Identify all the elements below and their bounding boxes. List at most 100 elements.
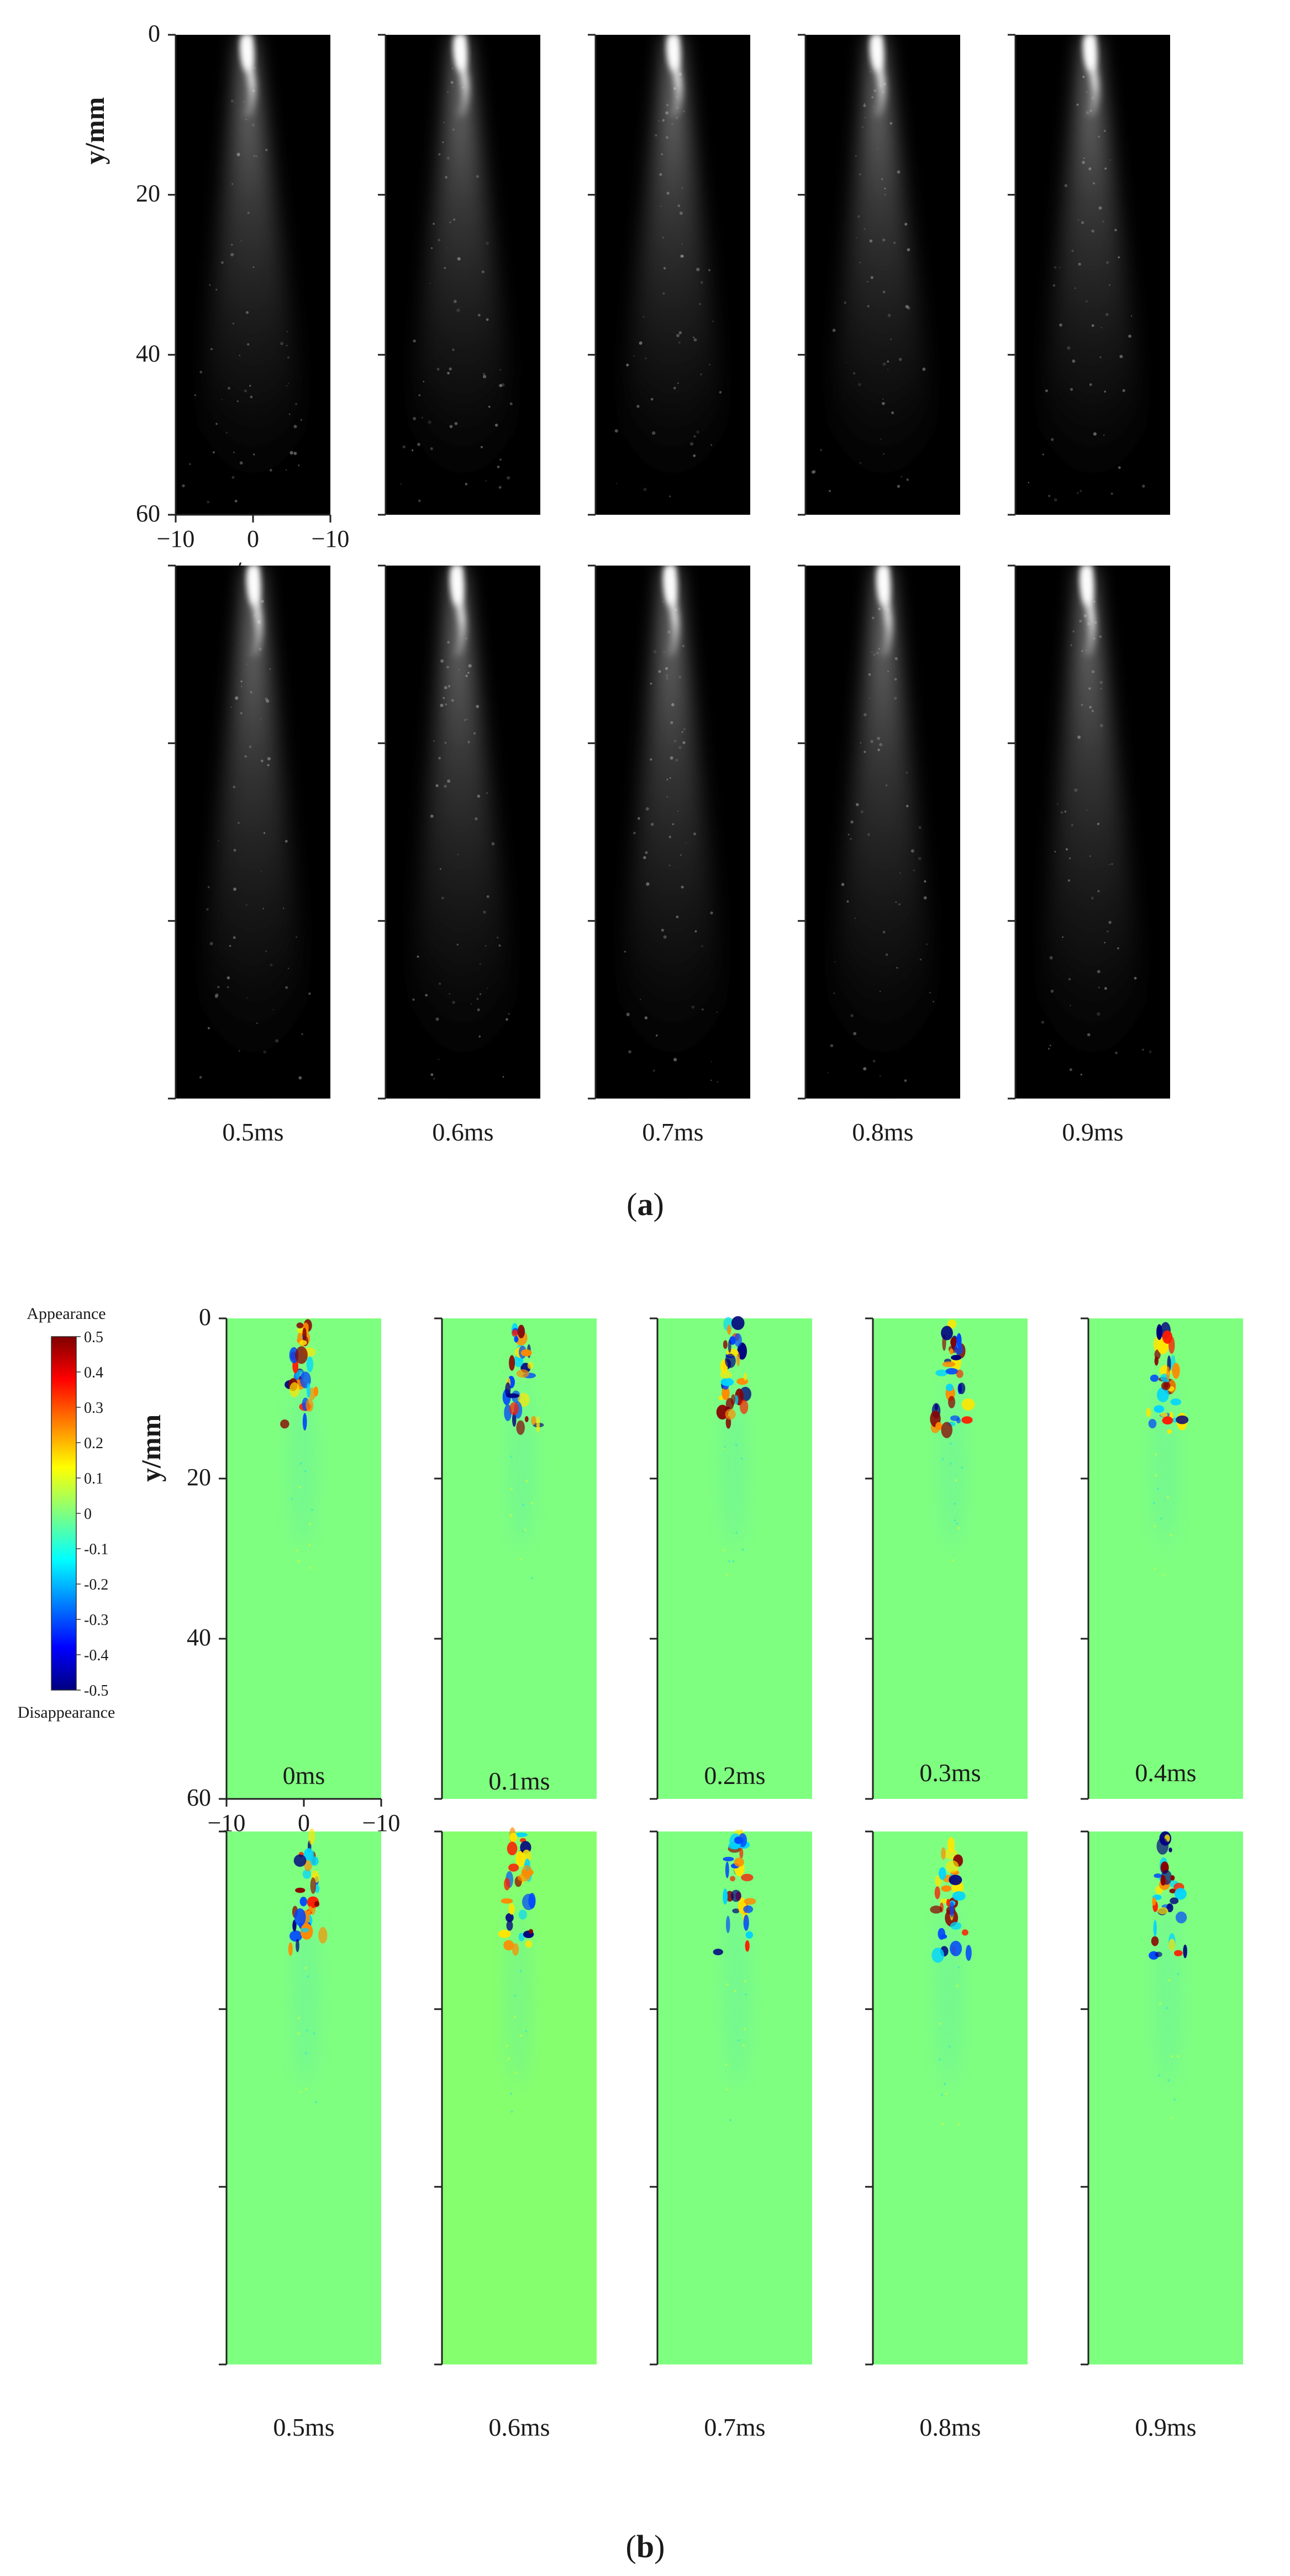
panel-label: (b) <box>626 2529 665 2564</box>
spray-frame <box>176 35 330 515</box>
y-tick-label: 20 <box>187 1464 211 1491</box>
frame-time-label: 0ms <box>283 1761 325 1790</box>
y-axis <box>588 564 597 1100</box>
frame-time-label: 0.9ms <box>1135 2413 1196 2441</box>
colorbar-bottom-label: Disappearance <box>18 1703 115 1722</box>
y-axis <box>434 1317 443 1800</box>
y-axis <box>1008 564 1017 1100</box>
frame-time-label: 0.8ms <box>852 1118 913 1146</box>
spray-frame <box>805 35 960 515</box>
spray-plume <box>398 566 528 1099</box>
spray-plume <box>608 35 738 515</box>
frame-time-label: 0.3ms <box>919 1759 981 1787</box>
spray-frame <box>386 565 540 1099</box>
difference-frame <box>442 1827 597 2364</box>
spray-frame <box>805 565 960 1099</box>
y-tick-label: 60 <box>187 1784 211 1811</box>
spray-plume <box>1028 35 1158 515</box>
spray-plume <box>818 566 948 1099</box>
frame-time-label: 0.1ms <box>488 1767 550 1795</box>
x-tick-label: 0 <box>298 1809 310 1836</box>
spray-frame <box>1015 565 1170 1099</box>
y-axis-label: y/mm <box>135 1414 166 1482</box>
spray-frame <box>596 35 750 515</box>
panel-a: 0204060−100−10x/mmy/mm0ms0.1ms0.2ms0.3ms… <box>79 20 1170 1146</box>
y-tick-label: 0 <box>148 20 160 47</box>
difference-frame <box>873 1831 1028 2364</box>
y-axis <box>1081 1317 1089 1800</box>
spray-plume <box>1028 566 1158 1099</box>
spray-frame <box>596 565 750 1099</box>
frame-time-label: 0.7ms <box>642 1118 703 1146</box>
colorbar-tick-label: 0.4 <box>84 1364 103 1381</box>
colorbar-tick-label: -0.5 <box>84 1682 108 1699</box>
colorbar-tick-label: 0.3 <box>84 1400 103 1417</box>
difference-frame <box>657 1829 812 2364</box>
spray-plume <box>608 566 738 1099</box>
colorbar-tick-label: -0.3 <box>84 1612 108 1629</box>
spray-plume <box>188 566 318 1099</box>
frame-time-label: 0.8ms <box>919 2413 981 2441</box>
y-axis <box>798 564 807 1100</box>
frame-time-label: 0.2ms <box>704 1761 765 1790</box>
difference-frame <box>1088 1318 1243 1799</box>
panel-label: (a) <box>626 1186 664 1222</box>
y-axis <box>588 34 597 516</box>
colorbar-tick-label: 0.1 <box>84 1470 103 1487</box>
colorbar-gradient <box>51 1336 77 1691</box>
colorbar-top-label: Appearance <box>27 1305 106 1323</box>
y-tick-label: 20 <box>136 180 160 207</box>
y-axis <box>1081 1830 1089 2366</box>
colorbar-tick-label: 0.2 <box>84 1435 103 1452</box>
frame-time-label: 0.5ms <box>273 2413 334 2441</box>
y-axis <box>865 1317 874 1800</box>
y-axis <box>434 1830 443 2366</box>
colorbar-tick-label: -0.2 <box>84 1576 108 1593</box>
y-tick-label: 40 <box>136 340 160 367</box>
y-axis <box>1008 34 1017 516</box>
y-axis <box>168 564 177 1100</box>
y-axis <box>650 1830 659 2366</box>
difference-frame <box>227 1318 381 1799</box>
x-tick-label: 0 <box>247 525 259 552</box>
x-tick-label: −10 <box>312 525 350 552</box>
difference-frame <box>657 1316 812 1799</box>
spray-frame <box>386 35 540 515</box>
panel-labels: (a) (b) <box>626 1186 665 2564</box>
y-axis <box>798 34 807 516</box>
y-axis <box>219 1830 228 2366</box>
y-axis: 0 20 40 60 <box>136 20 177 527</box>
y-tick-label: 0 <box>199 1303 211 1331</box>
frame-time-label: 0.7ms <box>704 2413 765 2441</box>
frame-time-label: 0.6ms <box>488 2413 550 2441</box>
colorbar: Appearance 0.5 0.4 0.3 0.2 0.1 0 -0.1 -0.2 -0.3 -0… <box>18 1305 115 1722</box>
colorbar-tick-label: 0.5 <box>84 1329 103 1346</box>
spray-frame <box>1015 35 1170 515</box>
y-axis <box>378 564 387 1100</box>
frame-time-label: 0.6ms <box>432 1118 493 1146</box>
difference-frame <box>1088 1831 1243 2364</box>
x-tick-label: −10 <box>157 525 195 552</box>
y-axis <box>865 1830 874 2366</box>
spray-plume <box>188 35 318 515</box>
spray-plume <box>398 35 528 515</box>
frame-time-label: 0.9ms <box>1062 1118 1123 1146</box>
panel-b: 0204060−100−10x/mmy/mm0ms0.1ms0.2ms0.3ms… <box>18 1303 1243 2441</box>
spray-frame <box>176 565 330 1099</box>
difference-frame <box>873 1318 1028 1799</box>
difference-frame <box>227 1828 381 2364</box>
colorbar-tick-label: -0.4 <box>84 1647 108 1664</box>
colorbar-tick-label: 0 <box>84 1506 92 1523</box>
difference-frame <box>442 1318 597 1799</box>
y-axis <box>378 34 387 516</box>
y-tick-label: 60 <box>136 500 160 527</box>
colorbar-tick-label: -0.1 <box>84 1541 108 1558</box>
y-axis <box>650 1317 659 1800</box>
y-tick-label: 40 <box>187 1624 211 1651</box>
spray-plume <box>818 35 948 515</box>
frame-time-label: 0.5ms <box>222 1118 283 1146</box>
y-axis: 0 20 40 60 <box>187 1303 228 1811</box>
y-axis-label: y/mm <box>79 97 110 165</box>
frame-time-label: 0.4ms <box>1135 1759 1196 1787</box>
